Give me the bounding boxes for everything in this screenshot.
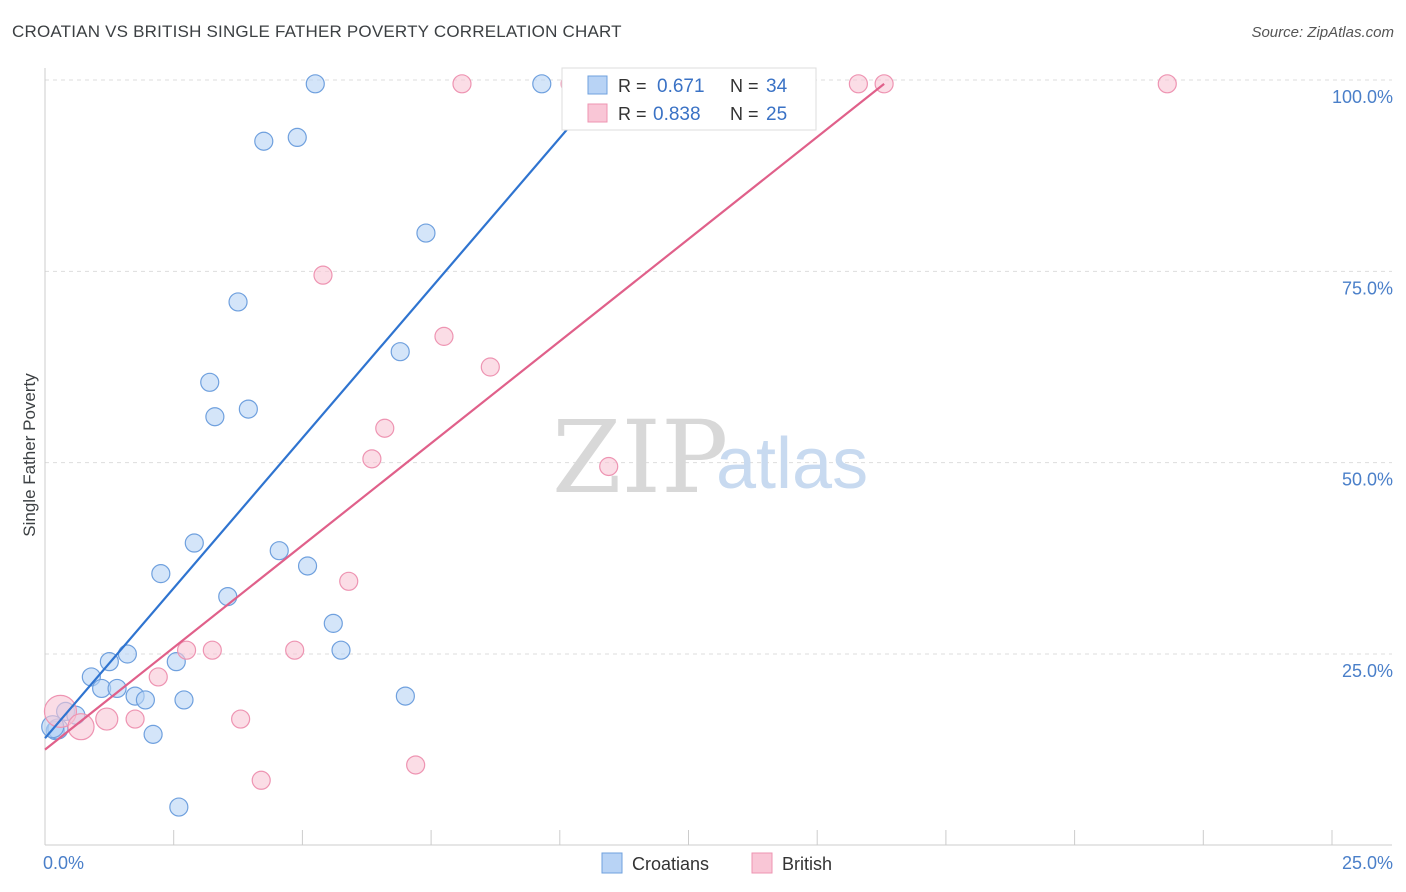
croatians-point-11 xyxy=(143,724,163,744)
british-point-8 xyxy=(251,770,271,790)
british-point-9 xyxy=(285,640,305,660)
british-point-10 xyxy=(313,265,333,285)
croatians-point-22 xyxy=(254,131,274,151)
x-tick-label-1: 25.0% xyxy=(1342,853,1393,873)
british-point-14 xyxy=(406,755,426,775)
croatians-r-value: 0.671 xyxy=(657,76,705,97)
croatians-point-16 xyxy=(184,533,204,553)
croatians-point-23 xyxy=(269,541,289,561)
british-n-value: 25 xyxy=(766,104,787,125)
croatians-point-30 xyxy=(395,686,415,706)
croatians-point-18 xyxy=(205,407,225,427)
croatians-point-19 xyxy=(218,586,238,607)
croatians-point-7 xyxy=(107,678,127,699)
y-axis-label: Single Father Poverty xyxy=(20,373,39,537)
croatians-point-25 xyxy=(297,556,318,576)
gridlines xyxy=(45,79,1392,655)
british-point-0 xyxy=(43,694,78,729)
croatians-point-15 xyxy=(174,690,194,710)
croatians-r-label: R = xyxy=(618,76,647,96)
croatians-point-26 xyxy=(305,74,325,94)
legend-british-swatch xyxy=(751,852,773,874)
british-point-12 xyxy=(362,449,382,469)
croatians-point-31 xyxy=(416,223,436,243)
british-point-21 xyxy=(848,74,868,94)
croatians-point-10 xyxy=(135,690,155,710)
british-point-19 xyxy=(599,456,619,477)
british-point-2 xyxy=(95,707,119,731)
legend-croatians-label: Croatians xyxy=(632,854,709,874)
british-point-7 xyxy=(231,709,251,729)
croatians-n-value: 34 xyxy=(766,76,788,97)
x-tick-labels: 0.0% 25.0% xyxy=(43,853,1393,873)
british-r-value: 0.838 xyxy=(653,104,701,125)
series-legend: Croatians British xyxy=(601,852,832,874)
croatians-point-20 xyxy=(228,292,248,312)
british-trend-line xyxy=(44,82,885,751)
source-label: Source: ZipAtlas.com xyxy=(1251,24,1394,41)
british-point-13 xyxy=(375,418,395,438)
stats-legend: R = 0.671 N = 34 R = 0.838 N = 25 xyxy=(561,67,817,131)
legend-british-label: British xyxy=(782,854,832,874)
croatians-point-14 xyxy=(169,797,189,817)
watermark-atlas: atlas xyxy=(716,424,868,504)
chart-title: CROATIAN VS BRITISH SINGLE FATHER POVERT… xyxy=(12,22,622,41)
y-tick-label-3: 100.0% xyxy=(1332,87,1393,107)
croatians-point-27 xyxy=(323,613,343,633)
croatians-point-17 xyxy=(200,372,220,392)
british-point-23 xyxy=(1157,74,1177,94)
x-tick-label-0: 0.0% xyxy=(43,853,84,873)
british-point-11 xyxy=(339,571,359,591)
croatians-point-29 xyxy=(390,342,410,362)
y-tick-labels: 25.0% 50.0% 75.0% 100.0% xyxy=(1332,87,1393,681)
croatians-point-21 xyxy=(238,399,258,419)
croatians-n-label: N = xyxy=(730,76,759,96)
y-tick-label-0: 25.0% xyxy=(1342,661,1393,681)
british-point-17 xyxy=(480,357,500,377)
croatians-point-12 xyxy=(151,564,171,584)
croatians-point-28 xyxy=(331,640,351,660)
british-point-1 xyxy=(67,713,95,741)
british-point-4 xyxy=(148,667,168,687)
british-point-16 xyxy=(452,74,472,94)
watermark-zip: ZIP xyxy=(552,399,728,516)
croatians-point-24 xyxy=(287,127,307,147)
croatians-trend-line xyxy=(44,125,571,739)
trend-lines xyxy=(44,82,885,751)
croatians-swatch xyxy=(587,75,608,95)
british-swatch xyxy=(587,103,608,123)
british-point-15 xyxy=(434,326,454,346)
watermark: ZIP atlas xyxy=(552,399,868,516)
british-r-label: R = xyxy=(618,104,647,124)
legend-croatians-swatch xyxy=(601,852,623,874)
british-point-3 xyxy=(125,709,145,729)
y-tick-label-1: 50.0% xyxy=(1342,470,1393,490)
british-point-5 xyxy=(176,640,197,660)
y-tick-label-2: 75.0% xyxy=(1342,278,1393,298)
british-n-label: N = xyxy=(730,104,759,124)
croatians-point-8 xyxy=(117,644,137,664)
british-point-6 xyxy=(202,640,222,660)
croatians-point-32 xyxy=(532,74,552,94)
